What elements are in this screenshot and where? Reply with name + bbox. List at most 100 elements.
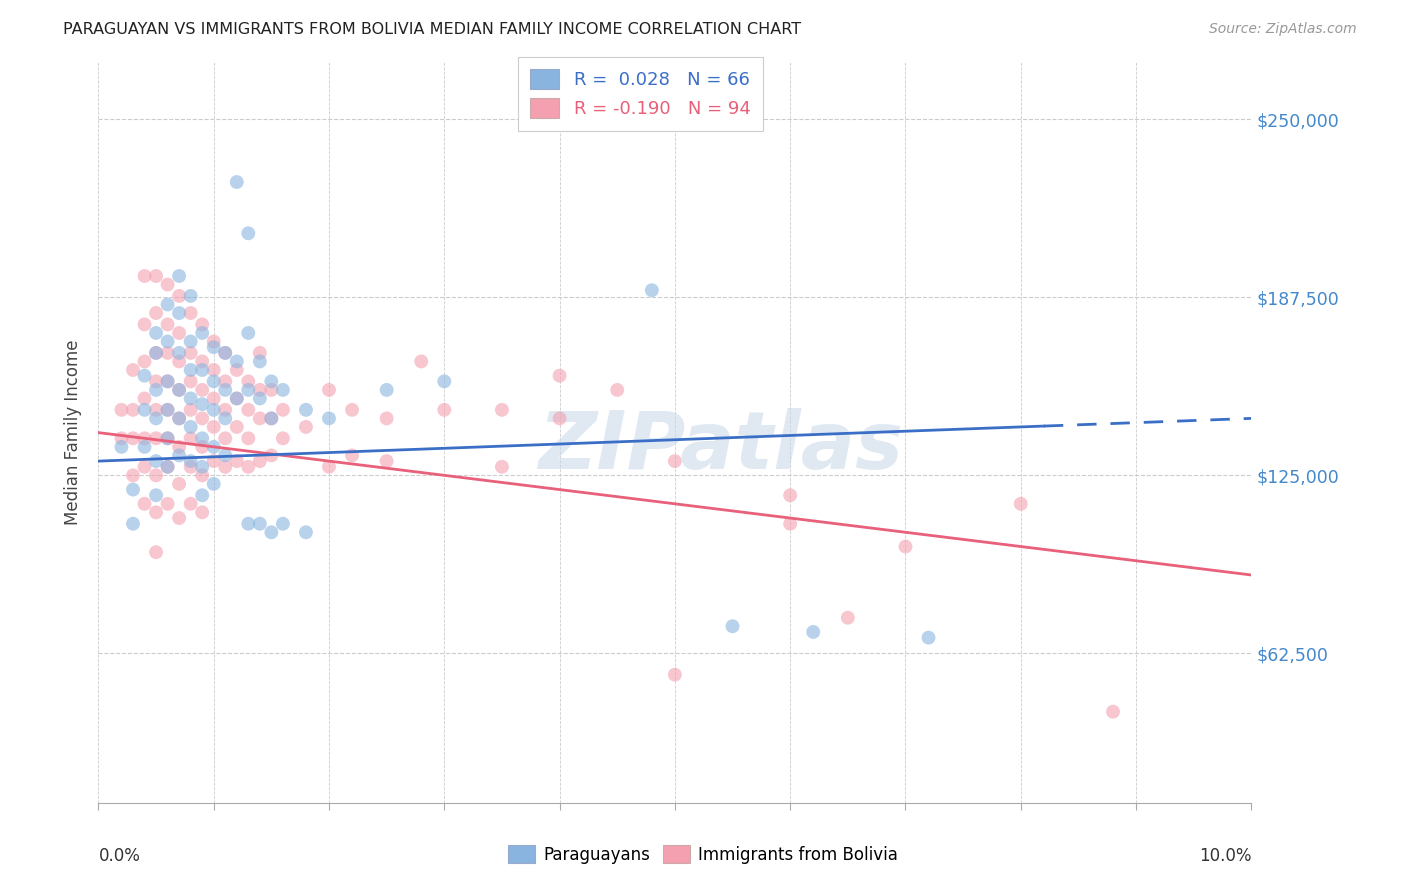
Point — [156, 402, 179, 417]
Point — [167, 449, 190, 463]
Point — [260, 525, 283, 540]
Point — [375, 383, 398, 397]
Point — [249, 354, 271, 368]
Point — [214, 346, 236, 360]
Point — [548, 368, 571, 383]
Point — [214, 411, 236, 425]
Point — [225, 392, 247, 406]
Point — [202, 476, 225, 491]
Point — [318, 383, 340, 397]
Point — [134, 392, 156, 406]
Point — [145, 468, 167, 483]
Point — [180, 459, 202, 474]
Point — [156, 375, 179, 389]
Point — [167, 383, 190, 397]
Y-axis label: Median Family Income: Median Family Income — [65, 340, 83, 525]
Point — [202, 334, 225, 349]
Point — [145, 346, 167, 360]
Point — [214, 449, 236, 463]
Point — [167, 383, 190, 397]
Point — [318, 459, 340, 474]
Point — [145, 326, 167, 340]
Point — [191, 505, 214, 519]
Point — [134, 440, 156, 454]
Point — [191, 326, 214, 340]
Point — [122, 468, 145, 483]
Point — [779, 516, 801, 531]
Point — [145, 306, 167, 320]
Point — [180, 289, 202, 303]
Point — [1102, 705, 1125, 719]
Point — [214, 459, 236, 474]
Point — [122, 483, 145, 497]
Point — [110, 402, 132, 417]
Point — [801, 624, 824, 639]
Point — [249, 392, 271, 406]
Point — [167, 411, 190, 425]
Point — [167, 411, 190, 425]
Point — [202, 440, 225, 454]
Point — [145, 545, 167, 559]
Point — [295, 525, 318, 540]
Point — [202, 420, 225, 434]
Point — [191, 440, 214, 454]
Point — [664, 667, 686, 681]
Point — [548, 411, 571, 425]
Point — [167, 326, 190, 340]
Point — [180, 363, 202, 377]
Point — [238, 326, 260, 340]
Point — [202, 402, 225, 417]
Point — [271, 402, 294, 417]
Point — [295, 420, 318, 434]
Legend: Paraguayans, Immigrants from Bolivia: Paraguayans, Immigrants from Bolivia — [502, 838, 904, 871]
Point — [238, 431, 260, 445]
Point — [145, 375, 167, 389]
Point — [894, 540, 917, 554]
Point — [134, 459, 156, 474]
Point — [167, 306, 190, 320]
Point — [145, 411, 167, 425]
Point — [318, 411, 340, 425]
Point — [134, 497, 156, 511]
Point — [779, 488, 801, 502]
Point — [664, 454, 686, 468]
Text: Source: ZipAtlas.com: Source: ZipAtlas.com — [1209, 22, 1357, 37]
Point — [491, 402, 513, 417]
Point — [156, 346, 179, 360]
Point — [411, 354, 433, 368]
Point — [167, 289, 190, 303]
Point — [110, 440, 132, 454]
Point — [134, 354, 156, 368]
Point — [191, 459, 214, 474]
Point — [156, 431, 179, 445]
Point — [167, 511, 190, 525]
Text: 0.0%: 0.0% — [98, 847, 141, 865]
Point — [271, 383, 294, 397]
Point — [340, 449, 363, 463]
Point — [238, 375, 260, 389]
Point — [260, 411, 283, 425]
Point — [156, 459, 179, 474]
Point — [122, 402, 145, 417]
Point — [202, 340, 225, 354]
Point — [295, 402, 318, 417]
Point — [917, 631, 939, 645]
Text: 10.0%: 10.0% — [1199, 847, 1251, 865]
Point — [134, 268, 156, 283]
Point — [225, 454, 247, 468]
Point — [145, 454, 167, 468]
Point — [225, 175, 247, 189]
Point — [156, 402, 179, 417]
Point — [238, 383, 260, 397]
Text: ZIPatlas: ZIPatlas — [538, 409, 904, 486]
Point — [156, 375, 179, 389]
Point — [110, 431, 132, 445]
Point — [122, 363, 145, 377]
Point — [375, 411, 398, 425]
Point — [191, 431, 214, 445]
Point — [134, 431, 156, 445]
Point — [238, 459, 260, 474]
Point — [167, 354, 190, 368]
Point — [145, 268, 167, 283]
Point — [202, 392, 225, 406]
